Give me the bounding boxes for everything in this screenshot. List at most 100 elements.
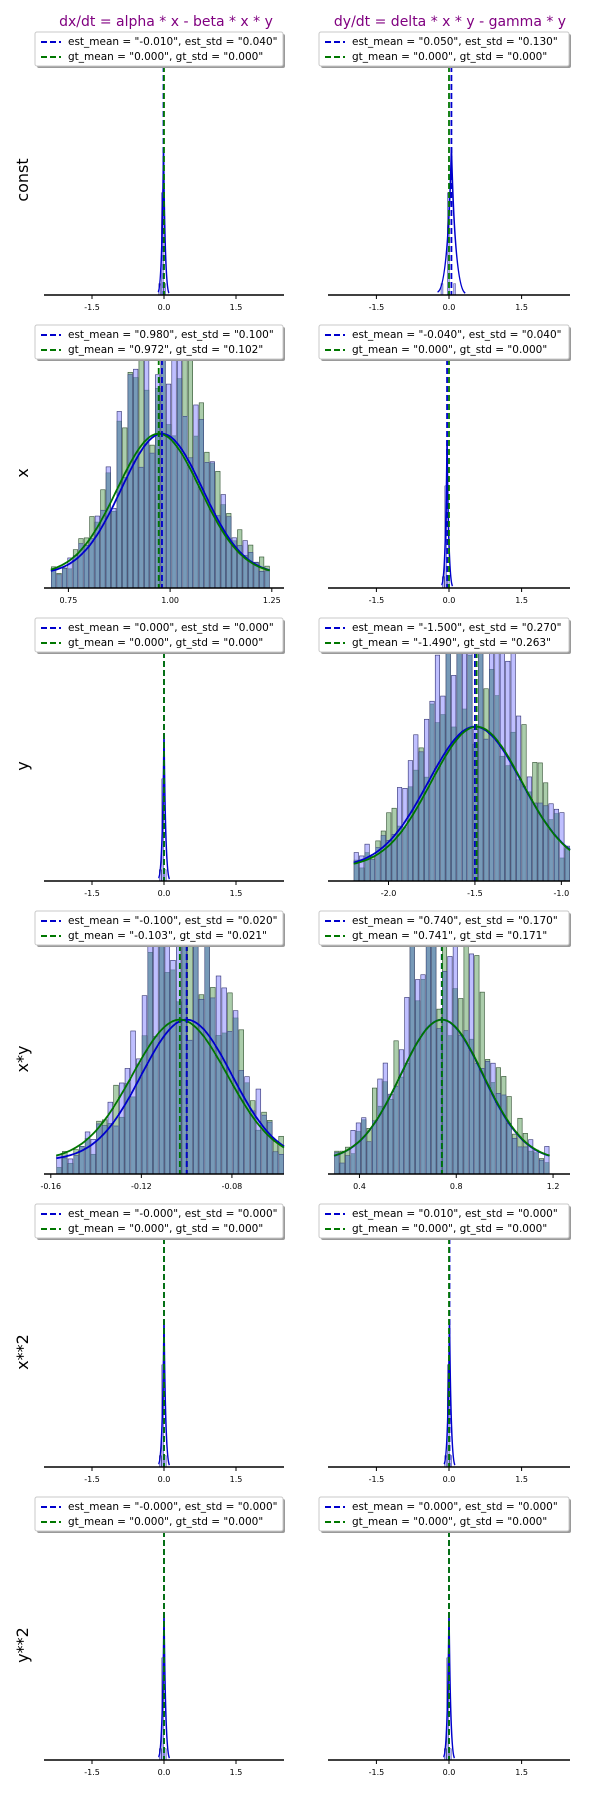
overlap-bar bbox=[399, 1077, 404, 1174]
x-tick-label: 0.4 bbox=[353, 1182, 366, 1191]
overlap-bar bbox=[386, 840, 391, 881]
x-tick-label: 0.0 bbox=[158, 889, 171, 898]
x-tick-label: 1.5 bbox=[230, 303, 243, 312]
overlap-bar bbox=[250, 1110, 256, 1174]
overlap-bar bbox=[402, 827, 408, 881]
overlap-bar bbox=[442, 971, 447, 1174]
subplot-y**2-dx: -1.5 0.0 1.5 est_mean = "-0.000", est_std =… bbox=[34, 1496, 285, 1777]
overlap-bar bbox=[133, 377, 138, 588]
overlap-bar bbox=[375, 847, 381, 881]
overlap-bar bbox=[138, 467, 144, 588]
overlap-bar bbox=[359, 867, 364, 881]
overlap-bar bbox=[521, 786, 527, 881]
x-tick-label: 1.00 bbox=[161, 596, 179, 605]
overlap-bar bbox=[565, 848, 570, 881]
overlap-bar bbox=[435, 722, 440, 881]
legend-gt-label: gt_mean = "0.000", gt_std = "0.000" bbox=[68, 1516, 263, 1528]
overlap-bar bbox=[90, 1154, 96, 1174]
x-tick-label: -1.5 bbox=[369, 1475, 385, 1484]
overlap-bar bbox=[233, 1017, 238, 1174]
x-tick-label: 0.0 bbox=[158, 1768, 171, 1777]
x-tick-label: 1.2 bbox=[547, 1182, 560, 1191]
legend-gt-label: gt_mean = "0.741", gt_std = "0.171" bbox=[352, 930, 547, 942]
x-tick-label: 1.5 bbox=[230, 1768, 243, 1777]
overlap-bar bbox=[548, 819, 554, 881]
overlap-bar bbox=[237, 545, 242, 588]
overlap-bar bbox=[510, 732, 516, 881]
legend-gt-label: gt_mean = "0.000", gt_std = "0.000" bbox=[352, 1516, 547, 1528]
overlap-bar bbox=[458, 1035, 463, 1174]
overlap-bar bbox=[366, 1141, 372, 1174]
overlap-bar bbox=[505, 765, 510, 881]
overlap-bar bbox=[166, 424, 171, 588]
overlap-bar bbox=[408, 786, 413, 881]
overlap-bar bbox=[446, 648, 451, 881]
overlap-bar bbox=[397, 826, 402, 881]
row-label: const bbox=[13, 158, 32, 201]
gt-density-curve bbox=[50, 432, 271, 572]
legend: est_mean = "-0.010", est_std = "0.040" gt… bbox=[34, 31, 285, 68]
overlap-bar bbox=[73, 1155, 79, 1174]
overlap-bar bbox=[242, 555, 248, 588]
overlap-bar bbox=[516, 779, 521, 881]
row-label: x*y bbox=[13, 1046, 32, 1073]
overlap-bar bbox=[391, 834, 397, 881]
legend-est-label: est_mean = "0.000", est_std = "0.000" bbox=[352, 1501, 558, 1513]
overlap-bar bbox=[528, 1151, 533, 1174]
overlap-bar bbox=[73, 555, 78, 588]
subplot-x*y-dx: -0.16 -0.12 -0.08 est_mean = "-0.100", est_… bbox=[34, 910, 285, 1191]
overlap-bar bbox=[426, 935, 431, 1174]
overlap-bar bbox=[494, 695, 500, 881]
overlap-bar bbox=[182, 917, 187, 1174]
x-tick-label: 0.0 bbox=[158, 303, 171, 312]
legend-est-label: est_mean = "-0.100", est_std = "0.020" bbox=[68, 915, 277, 927]
legend: est_mean = "0.050", est_std = "0.130" gt_… bbox=[318, 31, 571, 68]
overlap-bar bbox=[501, 1095, 506, 1174]
subplot-const-dy: -1.5 0.0 1.5 est_mean = "0.050", est_std = … bbox=[318, 31, 571, 312]
x-tick-label: 1.5 bbox=[515, 1475, 528, 1484]
legend: est_mean = "-0.000", est_std = "0.000" gt… bbox=[34, 1496, 285, 1533]
overlap-bar bbox=[489, 669, 494, 881]
overlap-bar bbox=[420, 979, 426, 1174]
overlap-bar bbox=[415, 1000, 420, 1174]
overlap-bar bbox=[512, 1138, 517, 1174]
est-density-curve bbox=[353, 725, 571, 864]
overlap-bar bbox=[478, 619, 483, 881]
legend-gt-label: gt_mean = "0.000", gt_std = "0.000" bbox=[352, 51, 547, 63]
x-tick-label: 1.5 bbox=[515, 596, 528, 605]
overlap-bar bbox=[216, 1035, 221, 1174]
x-tick-label: 0.0 bbox=[443, 1768, 456, 1777]
legend-gt-label: gt_mean = "0.000", gt_std = "0.000" bbox=[68, 637, 263, 649]
subplot-x**2-dx: -1.5 0.0 1.5 est_mean = "-0.000", est_std =… bbox=[34, 1203, 285, 1484]
overlap-bar bbox=[204, 939, 210, 1174]
row-label: x**2 bbox=[13, 1334, 32, 1370]
x-tick-label: -1.5 bbox=[84, 1475, 100, 1484]
legend-gt-label: gt_mean = "0.000", gt_std = "0.000" bbox=[352, 344, 547, 356]
x-tick-label: -1.0 bbox=[554, 889, 570, 898]
overlap-bar bbox=[410, 939, 415, 1174]
overlap-bar bbox=[356, 1131, 361, 1174]
gt-density-curve bbox=[353, 725, 571, 865]
overlap-bar bbox=[177, 378, 182, 588]
overlap-bar bbox=[89, 538, 95, 588]
overlap-bar bbox=[149, 453, 155, 588]
overlap-bar bbox=[523, 1146, 528, 1174]
legend: est_mean = "0.740", est_std = "0.170" gt_… bbox=[318, 910, 571, 947]
legend-est-label: est_mean = "0.000", est_std = "0.000" bbox=[68, 622, 274, 634]
row-label: y bbox=[13, 761, 32, 770]
overlap-bar bbox=[259, 571, 264, 588]
legend: est_mean = "-0.040", est_std = "0.040" gt… bbox=[318, 324, 571, 361]
overlap-bar bbox=[467, 655, 473, 881]
overlap-bar bbox=[248, 552, 253, 588]
overlap-bar bbox=[51, 570, 56, 588]
overlap-bar bbox=[113, 1126, 119, 1174]
overlap-bar bbox=[490, 1082, 496, 1174]
overlap-bar bbox=[62, 568, 67, 588]
overlap-bar bbox=[107, 1123, 113, 1174]
overlap-bar bbox=[117, 421, 122, 588]
subplot-x-dy: -1.5 0.0 1.5 est_mean = "-0.040", est_std =… bbox=[318, 324, 571, 605]
overlap-bar bbox=[85, 1138, 90, 1174]
overlap-bar bbox=[199, 419, 204, 588]
legend: est_mean = "0.000", est_std = "0.000" gt_… bbox=[318, 1496, 571, 1533]
overlap-bar bbox=[95, 522, 100, 588]
